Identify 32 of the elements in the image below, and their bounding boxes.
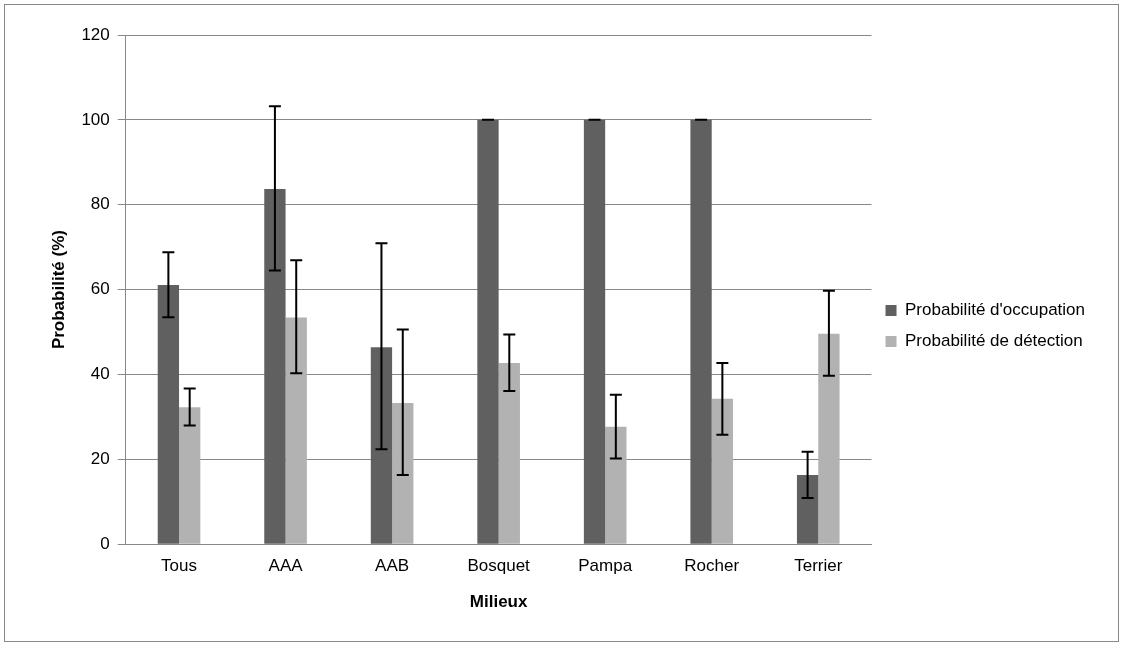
- bar: [179, 407, 201, 544]
- y-tick-label: 40: [90, 364, 110, 384]
- x-tick-label: Bosquet: [467, 556, 531, 576]
- y-tick-label: 120: [81, 24, 110, 44]
- bar: [818, 333, 840, 544]
- x-axis-title: Milieux: [469, 592, 528, 612]
- y-tick-label: 80: [90, 194, 110, 214]
- bar: [370, 347, 393, 544]
- y-tick-label: 100: [81, 109, 110, 129]
- legend-label: Probabilité d'occupation: [905, 300, 1086, 320]
- legend-label: Probabilité de détection: [905, 331, 1083, 351]
- bar: [285, 317, 307, 544]
- x-tick-label: AAB: [375, 556, 410, 576]
- bar: [583, 119, 606, 544]
- x-tick-label: Pampa: [578, 556, 633, 576]
- y-axis-title: Probabilité (%): [48, 230, 68, 350]
- y-tick-label: 0: [100, 533, 110, 553]
- y-tick-label: 20: [90, 449, 110, 469]
- bar: [711, 398, 734, 544]
- bar: [605, 426, 627, 544]
- bar: [498, 363, 520, 544]
- bar: [690, 119, 712, 544]
- x-tick-label: AAA: [268, 556, 304, 576]
- x-tick-label: Rocher: [684, 556, 740, 576]
- bar: [264, 189, 286, 544]
- bar: [392, 402, 414, 544]
- x-tick-label: Terrier: [794, 556, 843, 576]
- y-tick-label: 60: [90, 279, 110, 299]
- bar: [796, 475, 819, 544]
- bar: [157, 284, 180, 544]
- x-tick-label: Tous: [161, 556, 197, 576]
- bar: [477, 119, 499, 544]
